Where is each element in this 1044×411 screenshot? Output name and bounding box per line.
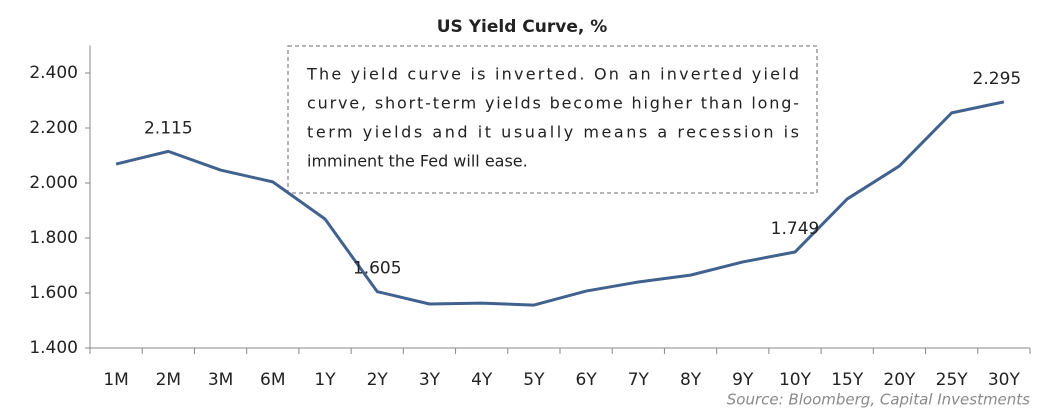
- x-tick-label: 6M: [260, 370, 285, 390]
- x-tick-label: 3Y: [419, 370, 441, 390]
- x-tick-label: 25Y: [936, 370, 969, 390]
- data-label: 2.115: [144, 118, 193, 138]
- y-tick-label: 2.400: [29, 63, 78, 83]
- x-tick-label: 4Y: [471, 370, 493, 390]
- y-tick-label: 1.600: [29, 283, 78, 303]
- x-tick-label: 1M: [103, 370, 128, 390]
- series-line: [115, 100, 1005, 307]
- y-tick-label: 2.000: [29, 173, 78, 193]
- data-label: 2.295: [973, 69, 1022, 89]
- x-tick-label: 10Y: [779, 370, 812, 390]
- x-tick-label: 3M: [208, 370, 233, 390]
- y-tick-label: 2.200: [29, 118, 78, 138]
- annotation-text: curve, short-term yields become higher t…: [307, 94, 799, 113]
- x-tick-label: 20Y: [883, 370, 916, 390]
- y-tick-label: 1.400: [29, 338, 78, 358]
- x-tick-label: 30Y: [988, 370, 1021, 390]
- x-tick-label: 2Y: [367, 370, 389, 390]
- x-tick-label: 7Y: [628, 370, 650, 390]
- x-tick-label: 15Y: [831, 370, 864, 390]
- data-label: 1.605: [353, 259, 402, 279]
- annotation-text: imminent the Fed will ease.: [307, 152, 528, 171]
- x-tick-label: 5Y: [523, 370, 545, 390]
- x-tick-label: 2M: [156, 370, 181, 390]
- annotation-text: term yields and it usually means a reces…: [307, 123, 799, 142]
- source: Source: Bloomberg, Capital Investments: [727, 391, 1030, 409]
- x-tick-label: 9Y: [732, 370, 754, 390]
- x-tick-label: 6Y: [576, 370, 598, 390]
- annotation-box: [287, 45, 818, 194]
- y-tick-label: 1.800: [29, 228, 78, 248]
- x-tick-label: 1Y: [314, 370, 336, 390]
- x-tick-label: 8Y: [680, 370, 702, 390]
- chart-title: US Yield Curve, %: [437, 17, 608, 37]
- data-label: 1.749: [771, 219, 820, 239]
